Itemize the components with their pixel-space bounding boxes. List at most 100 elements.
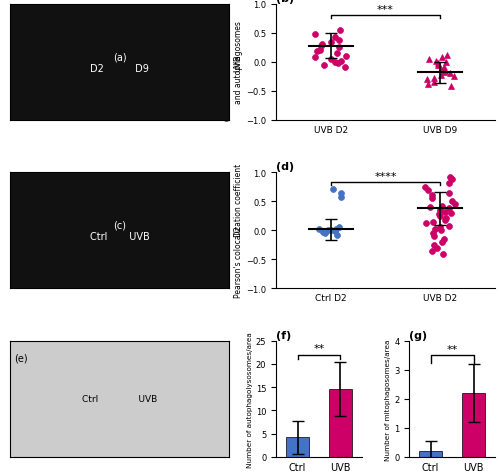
- Point: [436, 227, 444, 235]
- Point: [450, 73, 458, 81]
- Point: [448, 198, 456, 206]
- Point: [426, 204, 434, 211]
- Text: (b): (b): [276, 0, 294, 4]
- Point: [320, 62, 328, 69]
- Point: [318, 41, 326, 49]
- Point: [317, 43, 325, 50]
- Point: [448, 176, 456, 184]
- Text: (g): (g): [409, 330, 428, 340]
- Point: [428, 195, 436, 203]
- Point: [436, 66, 444, 73]
- Text: ***: ***: [377, 5, 394, 15]
- Text: (a)
D2          D9: (a) D2 D9: [90, 52, 149, 73]
- Point: [314, 49, 322, 56]
- Point: [430, 75, 438, 83]
- Y-axis label: Number of mitophagosomes/area: Number of mitophagosomes/area: [386, 338, 392, 459]
- Point: [433, 245, 441, 252]
- Point: [437, 72, 445, 79]
- Point: [447, 83, 455, 91]
- Point: [436, 213, 444, 220]
- Text: Ctrl              UVB: Ctrl UVB: [82, 395, 157, 404]
- Point: [336, 44, 344, 52]
- Point: [434, 62, 442, 69]
- Point: [438, 238, 446, 246]
- Text: ****: ****: [374, 172, 397, 181]
- Point: [316, 47, 324, 55]
- Point: [430, 241, 438, 249]
- Point: [451, 201, 459, 208]
- Y-axis label: Number of autophagolysosomes/area: Number of autophagolysosomes/area: [247, 331, 253, 467]
- Point: [311, 31, 319, 39]
- Point: [441, 217, 449, 224]
- Point: [337, 193, 345, 201]
- Point: [327, 39, 335, 46]
- Text: (f): (f): [276, 330, 291, 340]
- Point: [340, 64, 348, 71]
- Point: [440, 208, 448, 216]
- Text: **: **: [314, 344, 324, 354]
- Point: [428, 230, 436, 238]
- Point: [438, 54, 446, 62]
- Point: [324, 227, 332, 234]
- Y-axis label: Colocalization of mitochondria
and autophagosomes: Colocalization of mitochondria and autop…: [224, 4, 244, 121]
- Point: [333, 50, 341, 58]
- Text: D2: D2: [234, 225, 242, 237]
- Bar: [462, 393, 485, 457]
- Point: [440, 64, 448, 71]
- Point: [331, 228, 339, 235]
- Point: [342, 53, 349, 61]
- Point: [424, 81, 432, 89]
- Point: [422, 220, 430, 228]
- Point: [446, 70, 454, 78]
- Point: [321, 230, 329, 238]
- Point: [423, 76, 431, 84]
- Text: UVB: UVB: [234, 54, 242, 71]
- Point: [421, 184, 429, 191]
- Text: (c)
Ctrl       UVB: (c) Ctrl UVB: [90, 220, 150, 242]
- Point: [329, 185, 337, 193]
- Point: [446, 179, 454, 187]
- Point: [428, 218, 436, 226]
- Point: [434, 60, 442, 68]
- Point: [446, 174, 454, 181]
- Point: [445, 222, 453, 230]
- Point: [332, 232, 340, 239]
- Point: [330, 59, 338, 67]
- Point: [424, 56, 432, 64]
- Point: [436, 207, 444, 214]
- Point: [432, 58, 440, 65]
- Text: (e): (e): [14, 353, 28, 363]
- Bar: [286, 437, 310, 457]
- Point: [314, 225, 322, 233]
- Point: [442, 214, 450, 222]
- Point: [444, 52, 452, 60]
- Point: [332, 226, 340, 234]
- Text: **: **: [446, 344, 458, 354]
- Bar: [419, 451, 442, 457]
- Point: [448, 209, 456, 217]
- Point: [327, 56, 335, 64]
- Point: [328, 227, 336, 235]
- Point: [438, 203, 446, 210]
- Point: [334, 60, 342, 68]
- Point: [331, 35, 339, 42]
- Point: [444, 189, 452, 197]
- Point: [338, 189, 345, 197]
- Point: [442, 59, 450, 67]
- Point: [430, 79, 438, 87]
- Y-axis label: Pearson's colocalization coefficient: Pearson's colocalization coefficient: [234, 164, 244, 298]
- Point: [436, 224, 444, 232]
- Point: [428, 248, 436, 255]
- Point: [337, 58, 345, 65]
- Point: [310, 54, 318, 62]
- Point: [440, 69, 448, 77]
- Bar: [328, 389, 352, 457]
- Point: [335, 37, 343, 45]
- Point: [441, 68, 449, 75]
- Text: (d): (d): [276, 162, 294, 172]
- Point: [440, 236, 448, 243]
- Point: [430, 226, 438, 234]
- Point: [335, 224, 343, 232]
- Point: [319, 228, 327, 236]
- Point: [435, 211, 443, 218]
